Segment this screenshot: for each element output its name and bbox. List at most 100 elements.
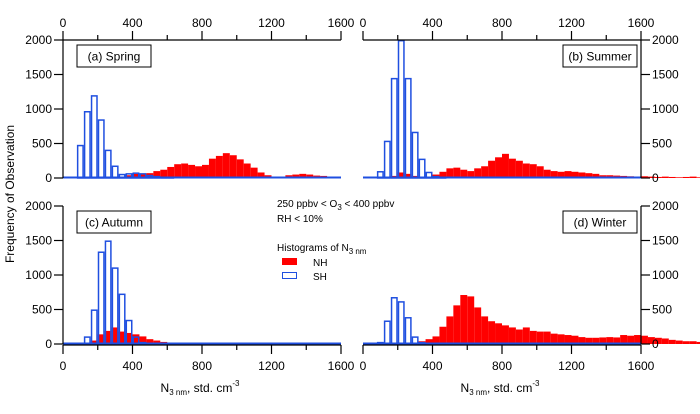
nh-bar [481,166,489,178]
sh-bar [418,158,426,179]
nh-bar [488,321,496,344]
nh-bar [404,173,412,178]
nh-bar [446,316,454,344]
nh-bar [195,166,202,178]
nh-bar [564,171,572,178]
y-tick-label: 1500 [652,68,679,82]
sh-bar [111,267,119,345]
x-axis-title-sup: -3 [532,379,540,388]
sh-bar [90,95,98,179]
sh-bar [146,174,154,179]
sh-bar [139,173,147,179]
x-tick-label: 1600 [628,359,655,373]
sh-bar [160,176,168,179]
nh-bar [474,168,482,178]
nh-bar [543,331,551,344]
sh-bar [83,111,91,179]
nh-bar [460,169,468,178]
nh-bar [502,153,509,178]
nh-bar [453,167,461,178]
nh-bar [146,339,154,344]
y-tick-label: 2000 [652,33,679,47]
nh-bar [689,176,697,178]
nh-bar [292,174,300,178]
nh-bar [488,160,496,178]
nh-bar [641,335,648,344]
panel-label-box [562,44,638,68]
nh-bar [557,171,565,178]
nh-bar [661,338,669,344]
sh-bar [153,175,161,179]
x-tick-label: 1200 [558,359,585,373]
x-tick-label: 1600 [628,16,655,30]
sh-bar [390,297,398,345]
x-tick-label: 400 [122,359,142,373]
nh-bar [453,305,461,344]
nh-bar [550,333,558,344]
y-tick-label: 1500 [25,68,52,82]
nh-bar [167,166,175,178]
y-tick-label: 500 [32,303,52,317]
sh-bar [383,140,391,179]
nh-bar [599,337,607,344]
nh-bar [654,176,662,178]
panel-label-box [76,210,152,234]
nh-bar [160,169,168,178]
y-tick-label: 1000 [25,102,52,116]
annotation-ozone-a: 250 ppbv < O [277,199,338,210]
nh-bar [397,172,405,178]
legend-swatch-sh [282,272,297,279]
y-tick-label: 1500 [652,234,679,248]
x-tick-label: 800 [492,16,512,30]
sh-bar [76,144,84,179]
nh-bar [654,337,662,344]
sh-bar [404,77,412,179]
y-tick-label: 1000 [25,268,52,282]
x-tick-label: 400 [422,359,442,373]
nh-bar [432,336,440,344]
nh-bar [578,337,586,344]
nh-bar [181,163,189,178]
nh-bar [647,337,655,344]
x-tick-label: 800 [492,359,512,373]
panel-autumn: 0 500 1000 1500 2000 0 400 800 1200 1600 (c) Autum… [25,199,354,373]
x-tick-label: 0 [60,359,67,373]
sh-bar [97,119,105,179]
nh-bar [97,334,105,344]
x-tick-label: 0 [60,16,67,30]
legend-label-nh: NH [313,258,327,269]
y-axis-title: Frequency of Observation [3,125,17,263]
nh-bar [508,158,516,178]
nh-bar [299,173,307,178]
legend: Histograms of N3 nm NH SH [277,243,367,283]
nh-bar [696,341,700,344]
nh-bar [90,340,98,344]
legend-label-sh: SH [313,272,327,283]
y-tick-label: 0 [45,171,52,185]
nh-bar [627,335,635,344]
sh-bar [411,336,419,345]
y-tick-label: 2000 [25,199,52,213]
nh-bar [522,327,530,344]
nh-bar [647,176,655,178]
x-tick-label: 0 [360,359,367,373]
nh-bar [536,331,544,344]
x-tick-label: 1600 [328,16,355,30]
panel-label: (a) Spring [88,50,141,64]
nh-bar [536,166,544,178]
nh-bar [495,323,502,344]
nh-bar [132,173,140,178]
nh-bar [104,330,112,344]
nh-bar [425,339,433,344]
sh-bar [383,320,391,345]
panel-label: (c) Autumn [85,216,143,230]
sh-bar [83,336,91,345]
sh-bar [132,336,140,345]
nh-bar [675,177,683,178]
x-axis-title-sub: 3 nm [469,388,487,397]
nh-bar [250,167,258,178]
x-tick-label: 0 [360,16,367,30]
panel-label-box [76,44,152,68]
y-tick-label: 500 [652,303,672,317]
